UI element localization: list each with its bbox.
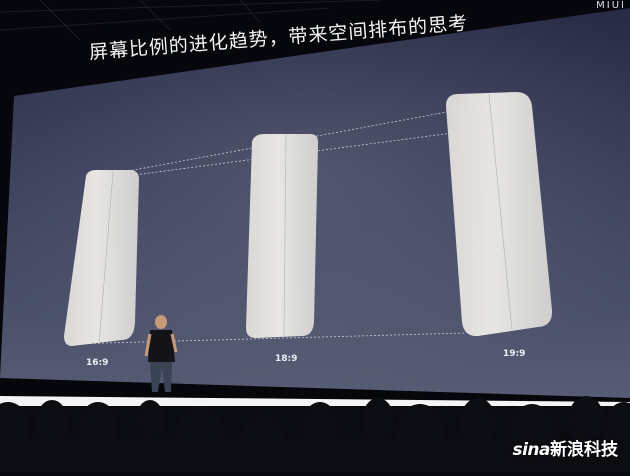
- presenter-silhouette: [144, 315, 178, 392]
- slide-corner-logo-text: MIUI: [596, 0, 626, 11]
- phone-18-9-illustration: [246, 134, 319, 338]
- ratio-label-18-9: 18:9: [275, 354, 298, 364]
- ceiling-truss: [0, 0, 381, 41]
- sina-logo-text: sina: [512, 440, 550, 460]
- audience-silhouettes: [0, 396, 630, 472]
- watermark-text: 新浪科技: [550, 440, 618, 460]
- phone-19-9-illustration: [446, 92, 553, 337]
- sina-tech-watermark: sina新浪科技: [512, 435, 618, 460]
- ratio-label-16-9: 16:9: [86, 358, 109, 368]
- phone-16-9-illustration: [64, 170, 139, 346]
- ratio-label-19-9: 19:9: [503, 349, 526, 359]
